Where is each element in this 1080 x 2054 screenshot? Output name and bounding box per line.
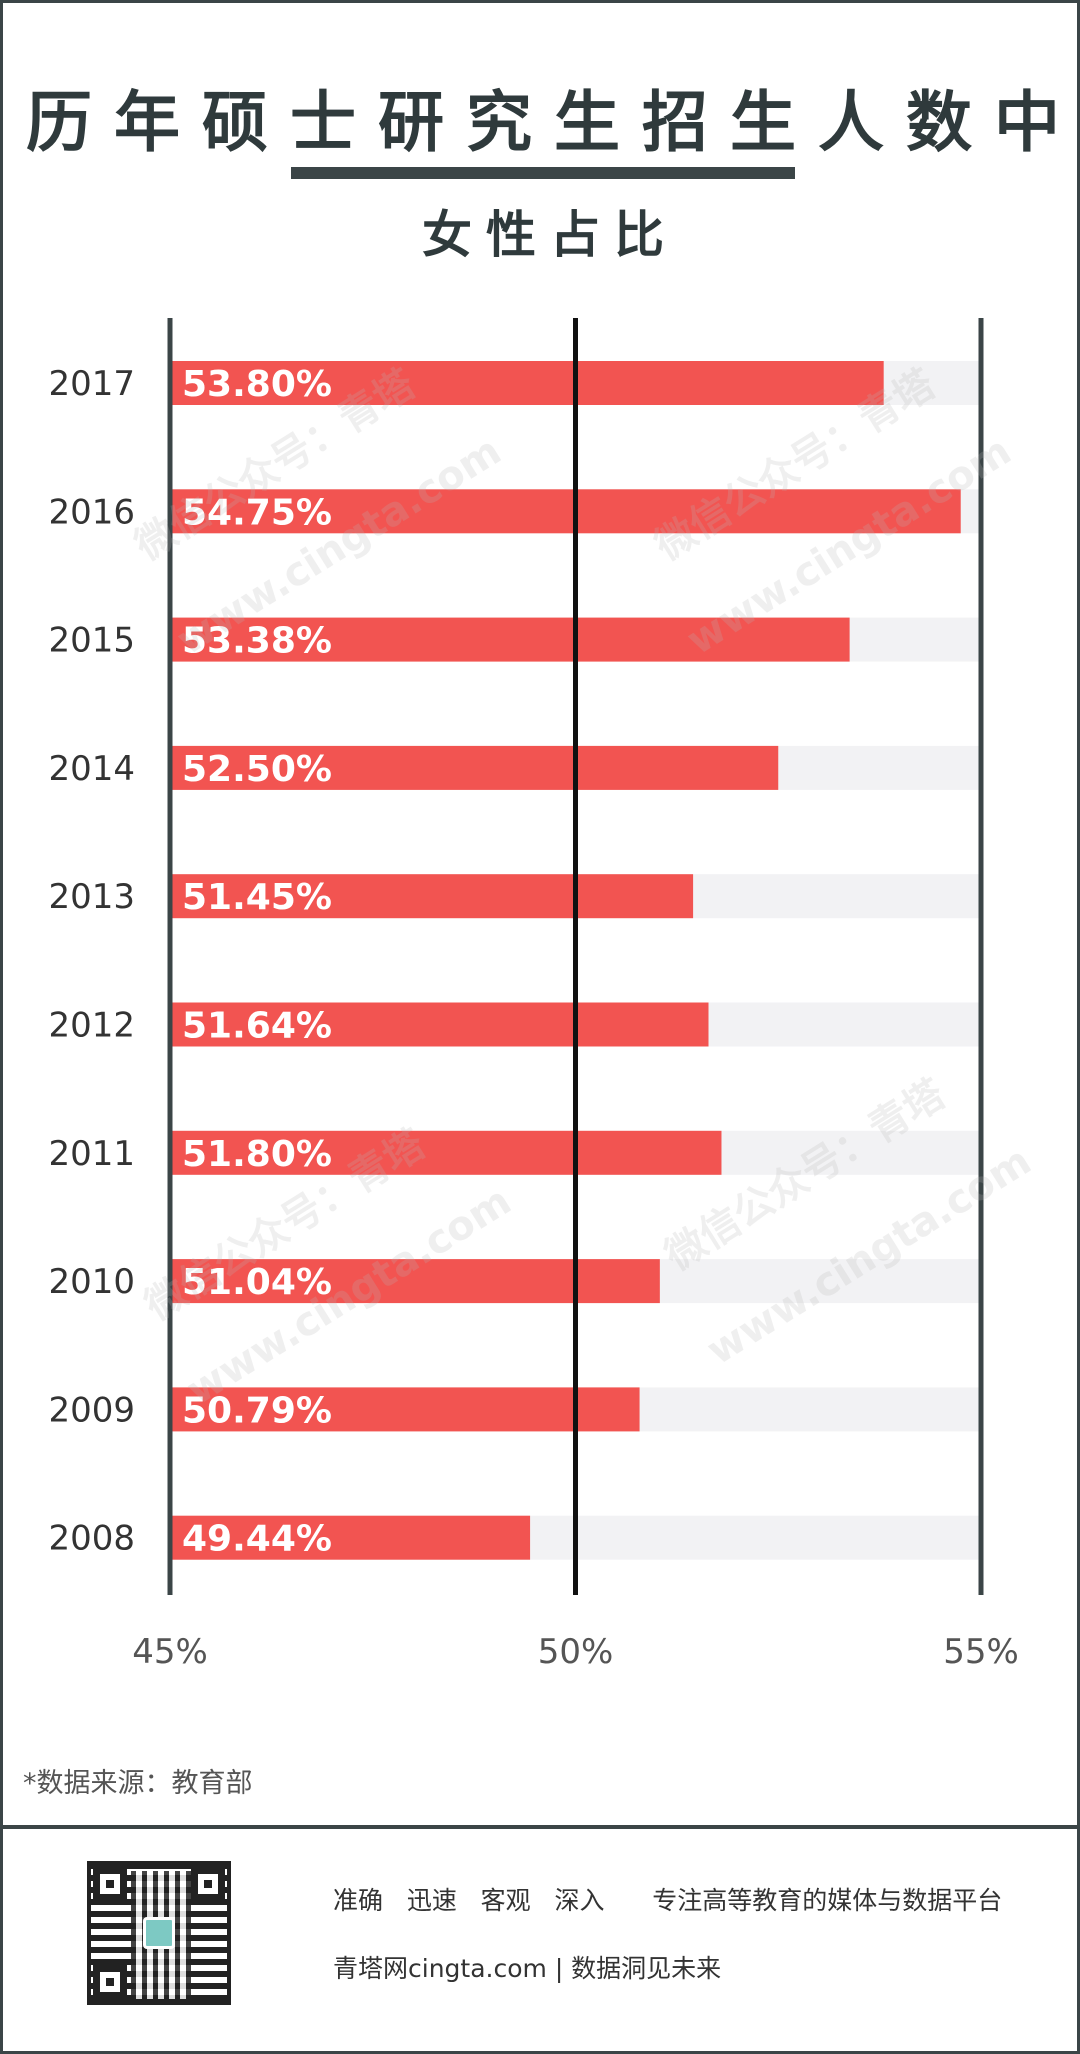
value-label: 54.75% [182, 492, 332, 533]
bar [170, 361, 884, 405]
value-label: 53.38% [182, 621, 332, 662]
bar [170, 1130, 722, 1175]
x-tick-label: 45% [132, 1632, 208, 1672]
year-label: 2015 [48, 621, 135, 661]
qr-code-icon [87, 1861, 231, 2005]
value-label: 51.04% [182, 1262, 332, 1303]
bar-chart: 2017 53.80% 2016 54.75% 2015 53.38% 2014 52.50%… [48, 318, 1019, 1672]
chart-subtitle: 女性占比 [422, 206, 678, 264]
title-underline [291, 167, 795, 179]
bar [170, 1259, 660, 1304]
value-label: 51.64% [182, 1006, 332, 1047]
x-tick-label: 50% [538, 1632, 614, 1672]
value-label: 51.80% [182, 1134, 332, 1175]
value-label: 53.80% [182, 364, 332, 405]
data-source-note: *数据来源：教育部 [23, 1768, 253, 1799]
year-label: 2016 [48, 492, 135, 532]
year-label: 2011 [48, 1134, 135, 1174]
bar [170, 745, 779, 790]
value-label: 52.50% [182, 749, 332, 790]
qr-logo-icon [143, 1917, 175, 1949]
chart-title: 历年硕士研究生招生人数中 [26, 84, 1080, 161]
footer-tagline: 准确 迅速 客观 深入 专注高等教育的媒体与数据平台 [333, 1886, 1003, 1915]
value-label: 50.79% [182, 1390, 332, 1431]
x-tick-label: 55% [943, 1632, 1019, 1672]
year-label: 2012 [48, 1006, 135, 1046]
year-label: 2014 [48, 749, 135, 789]
year-label: 2009 [48, 1390, 135, 1430]
bar [170, 874, 694, 919]
bar [170, 1387, 640, 1432]
year-label: 2010 [48, 1262, 135, 1302]
bar [170, 1002, 709, 1047]
value-label: 51.45% [182, 877, 332, 918]
year-label: 2013 [48, 877, 135, 917]
bar [170, 489, 961, 534]
value-label: 49.44% [182, 1519, 332, 1560]
year-label: 2017 [48, 364, 135, 404]
footer-divider [3, 1825, 1080, 1829]
bar [170, 1515, 531, 1560]
year-label: 2008 [48, 1519, 135, 1559]
footer-website: 青塔网cingta.com | 数据洞见未来 [333, 1954, 722, 1983]
bar [170, 617, 850, 662]
